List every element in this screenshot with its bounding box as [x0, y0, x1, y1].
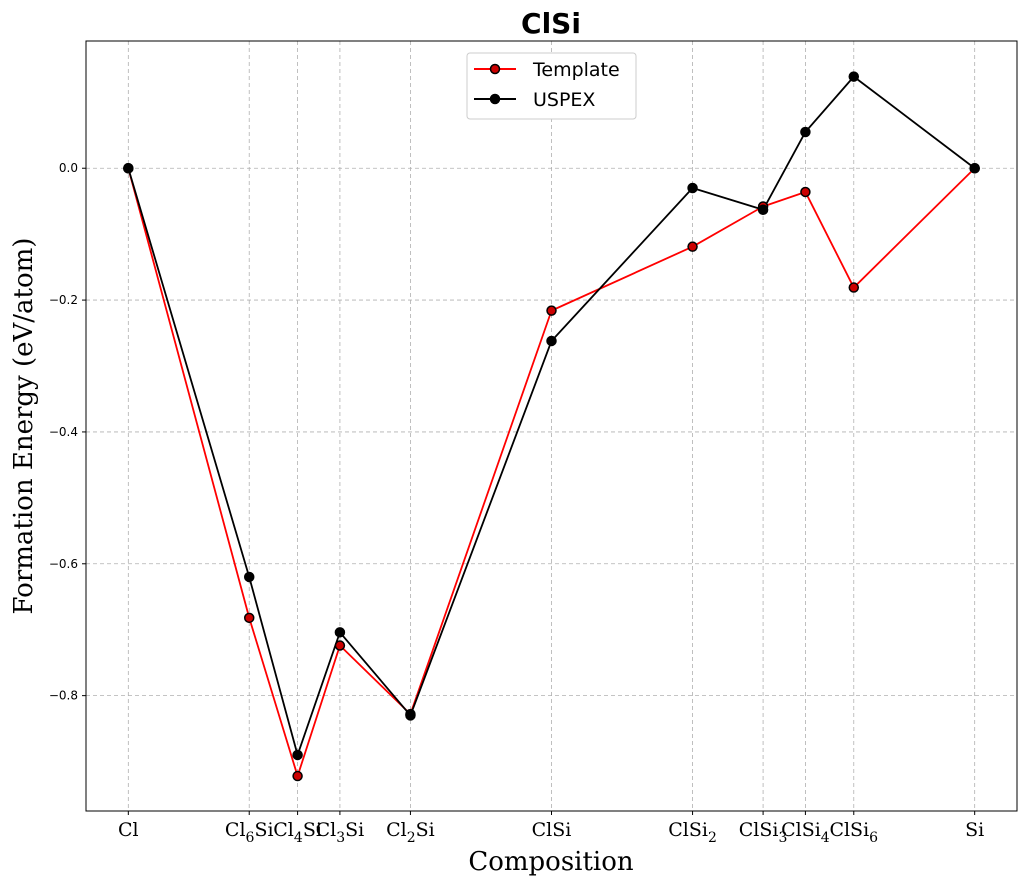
- legend-uspex-label: USPEX: [533, 89, 595, 111]
- x-tick-label: Cl: [118, 819, 139, 841]
- x-tick-label: Cl6Si: [225, 819, 274, 846]
- series-template-point: [687, 241, 698, 252]
- x-tick-label-base: ClSi: [532, 819, 572, 841]
- series-layer: [123, 71, 980, 782]
- x-tick-label: Cl2Si: [386, 819, 435, 846]
- y-axis-ticks: 0.0 −0.2 −0.4 −0.6 −0.8: [49, 161, 86, 703]
- x-tick-label-base: Cl: [316, 819, 337, 841]
- x-tick-label-subscript: 3: [336, 830, 345, 846]
- x-tick-label: Si: [965, 819, 984, 841]
- x-tick-label-subscript: 6: [869, 830, 878, 846]
- series-uspex-point: [800, 126, 811, 138]
- x-tick-label: Cl3Si: [316, 819, 365, 846]
- x-tick-label: Cl4Si: [273, 819, 322, 846]
- x-tick-label-base: ClSi: [829, 819, 869, 841]
- series-template-point: [334, 640, 346, 651]
- series-uspex-point: [687, 182, 698, 194]
- x-tick-label-base: Cl: [273, 819, 294, 841]
- x-tick-label-tail: Si: [345, 819, 364, 841]
- x-tick-label: ClSi3: [739, 819, 788, 846]
- x-tick-label-base: Si: [965, 819, 984, 841]
- x-tick-label-subscript: 6: [246, 830, 255, 846]
- grid: [86, 41, 1017, 811]
- x-tick-label: ClSi2: [668, 819, 717, 846]
- x-tick-label-subscript: 3: [778, 830, 787, 846]
- series-template-point: [292, 770, 303, 782]
- series-template-point: [800, 186, 811, 198]
- series-uspex-point: [243, 571, 255, 583]
- series-uspex-point: [969, 162, 980, 174]
- x-tick-label: ClSi4: [781, 819, 830, 846]
- legend-template-marker: [489, 63, 501, 75]
- x-tick-label-subscript: 2: [407, 830, 416, 846]
- series-uspex-point: [848, 71, 860, 82]
- legend-template-label: Template: [532, 59, 620, 81]
- legend-uspex-marker: [489, 93, 501, 105]
- series-template-point: [546, 305, 557, 316]
- x-tick-label-base: ClSi: [668, 819, 708, 841]
- y-tick-label: 0.0: [59, 161, 78, 175]
- x-tick-label-tail: Si: [254, 819, 273, 841]
- x-tick-label-subscript: 4: [821, 830, 830, 846]
- x-tick-label: ClSi: [532, 819, 572, 841]
- y-tick-label: −0.2: [49, 293, 78, 307]
- chart-title: ClSi: [521, 7, 581, 40]
- series-template-point: [243, 612, 255, 624]
- legend: Template USPEX: [466, 52, 637, 120]
- x-tick-label-base: Cl: [386, 819, 407, 841]
- x-tick-label-base: Cl: [225, 819, 246, 841]
- series-uspex-point: [546, 335, 557, 347]
- y-tick-label: −0.6: [49, 557, 78, 571]
- x-tick-label-subscript: 2: [708, 830, 717, 846]
- series-uspex-point: [292, 749, 303, 761]
- x-tick-label-tail: Si: [416, 819, 435, 841]
- y-tick-label: −0.4: [49, 425, 78, 439]
- y-axis-label: Formation Energy (eV/atom): [9, 238, 39, 615]
- series-template-point: [848, 282, 860, 293]
- series-uspex-point: [405, 710, 416, 721]
- x-tick-label-tail: Si: [303, 819, 322, 841]
- x-tick-label-base: ClSi: [739, 819, 779, 841]
- x-tick-label-base: ClSi: [781, 819, 821, 841]
- series-uspex-point: [123, 162, 134, 174]
- series-uspex-point: [757, 204, 769, 216]
- y-tick-label: −0.8: [49, 689, 78, 703]
- x-tick-label-base: Cl: [118, 819, 139, 841]
- x-tick-label: ClSi6: [829, 819, 878, 846]
- x-axis-label: Composition: [468, 847, 634, 877]
- series-uspex-point: [334, 627, 346, 638]
- x-tick-label-subscript: 4: [294, 830, 303, 846]
